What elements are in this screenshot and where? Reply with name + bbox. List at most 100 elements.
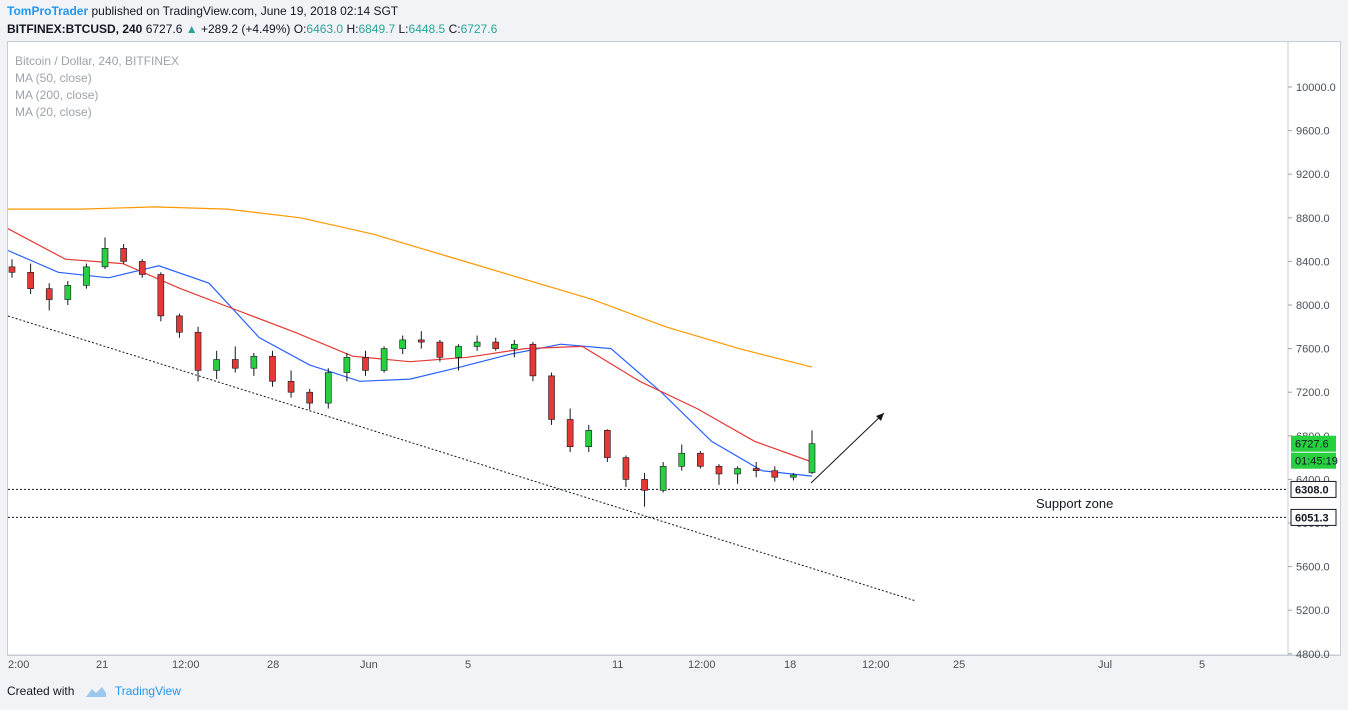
candle-body xyxy=(678,452,686,467)
candle[interactable] xyxy=(269,350,276,387)
trendline[interactable] xyxy=(7,315,917,602)
candle-body xyxy=(566,419,574,448)
time-axis: 2:00 21 12:00 28 Jun 5 11 12:00 18 12:00 25 Jul 5 xyxy=(8,659,1205,671)
candle-body xyxy=(604,430,611,458)
candle-body xyxy=(8,266,16,273)
candle[interactable] xyxy=(790,472,797,481)
x-tick-label: 18 xyxy=(784,659,796,671)
legend-ma50[interactable]: MA (50, close) xyxy=(15,71,92,85)
candle-body xyxy=(269,355,276,382)
candle[interactable] xyxy=(529,342,537,382)
candle-body xyxy=(306,391,313,404)
candle-body xyxy=(213,359,220,371)
candle[interactable] xyxy=(120,243,127,264)
low-label: L: xyxy=(398,22,409,36)
candle[interactable] xyxy=(306,388,313,410)
candle[interactable] xyxy=(734,466,741,484)
candle[interactable] xyxy=(380,346,388,373)
open-value: 6463.0 xyxy=(306,22,344,36)
ma200-line[interactable] xyxy=(8,206,813,368)
legend-ma20[interactable]: MA (20, close) xyxy=(15,105,92,119)
candle[interactable] xyxy=(511,339,518,358)
candle[interactable] xyxy=(604,429,611,462)
candle[interactable] xyxy=(659,461,667,493)
candle[interactable] xyxy=(64,281,72,305)
candle[interactable] xyxy=(213,350,220,380)
price-label-box xyxy=(1291,435,1336,452)
candle[interactable] xyxy=(436,339,444,362)
candle[interactable] xyxy=(194,326,202,382)
candle-body xyxy=(250,355,258,369)
candle[interactable] xyxy=(83,263,90,289)
candle[interactable] xyxy=(250,352,258,376)
candle-body xyxy=(287,380,295,393)
candle-body xyxy=(362,357,369,371)
author-link[interactable]: TomProTrader xyxy=(7,4,89,18)
candle[interactable] xyxy=(45,283,53,311)
candle-body xyxy=(641,479,648,491)
x-tick-label: 5 xyxy=(1199,659,1205,671)
support-lower-price-label: 6051.3 xyxy=(1290,508,1337,526)
candle[interactable] xyxy=(697,451,704,469)
candle[interactable] xyxy=(771,466,779,482)
candle[interactable] xyxy=(566,408,574,453)
candle[interactable] xyxy=(715,464,723,485)
chart-header: TomProTrader published on TradingView.co… xyxy=(0,0,1348,41)
candle[interactable] xyxy=(473,335,481,351)
candle[interactable] xyxy=(418,331,425,349)
candle[interactable] xyxy=(324,368,332,409)
legend-ma200[interactable]: MA (200, close) xyxy=(15,88,99,102)
price-label-box xyxy=(1290,508,1337,526)
candle[interactable] xyxy=(138,259,146,278)
ma50-line[interactable] xyxy=(7,228,813,463)
price-change: +289.2 (+4.49%) xyxy=(200,22,291,36)
candle-body xyxy=(455,346,462,358)
publish-info: TomProTrader published on TradingView.co… xyxy=(7,4,398,18)
candle-body xyxy=(771,470,779,478)
candle-body xyxy=(436,341,444,358)
projection-arrow-line[interactable] xyxy=(810,412,885,484)
x-tick-label: 2:00 xyxy=(8,659,29,671)
candle[interactable] xyxy=(548,372,555,425)
candle[interactable] xyxy=(27,263,34,295)
symbol-label: BITFINEX:BTCUSD, 240 xyxy=(7,22,143,36)
price-labels: 6727.6 01:45:19 6308.0 6051.3 xyxy=(1290,435,1338,526)
countdown-label: 01:45:19 xyxy=(1291,452,1338,469)
candle[interactable] xyxy=(585,424,593,453)
candle-body xyxy=(231,359,239,369)
candle[interactable] xyxy=(343,352,351,382)
candle[interactable] xyxy=(176,313,183,338)
candle[interactable] xyxy=(455,344,462,371)
candle-body xyxy=(790,474,797,478)
candle[interactable] xyxy=(399,335,406,355)
price-label-box xyxy=(1291,452,1336,469)
candle[interactable] xyxy=(808,430,816,475)
chart-pane[interactable] xyxy=(7,41,1341,656)
candle[interactable] xyxy=(157,272,165,322)
candle-body xyxy=(697,452,704,467)
y-tick-label: 9200.0 xyxy=(1296,169,1330,181)
candle[interactable] xyxy=(678,444,686,471)
up-arrow-icon: ▲ xyxy=(185,22,198,36)
candle[interactable] xyxy=(752,461,760,478)
price-axis: 10000.0 9600.0 9200.0 8800.0 8400.0 8000.0 760… xyxy=(1288,82,1336,661)
candle[interactable] xyxy=(641,472,648,507)
y-tick-label: 9600.0 xyxy=(1296,126,1330,138)
tradingview-link[interactable]: TradingView xyxy=(114,684,181,698)
projection-arrow-head xyxy=(876,413,884,421)
y-tick-label: 7200.0 xyxy=(1296,387,1330,399)
candle[interactable] xyxy=(622,455,630,488)
candle[interactable] xyxy=(231,346,239,373)
candle[interactable] xyxy=(287,370,295,398)
x-tick-label: Jul xyxy=(1098,659,1112,671)
candle-body xyxy=(324,372,332,404)
price-label-box xyxy=(1290,480,1337,498)
y-tick-label: 7600.0 xyxy=(1296,344,1330,356)
y-tick-label: 4800.0 xyxy=(1296,649,1330,661)
candle[interactable] xyxy=(362,350,369,376)
candle[interactable] xyxy=(492,337,500,351)
candle[interactable] xyxy=(8,259,16,278)
candle[interactable] xyxy=(101,237,109,270)
y-tick-label: 8800.0 xyxy=(1296,213,1330,225)
